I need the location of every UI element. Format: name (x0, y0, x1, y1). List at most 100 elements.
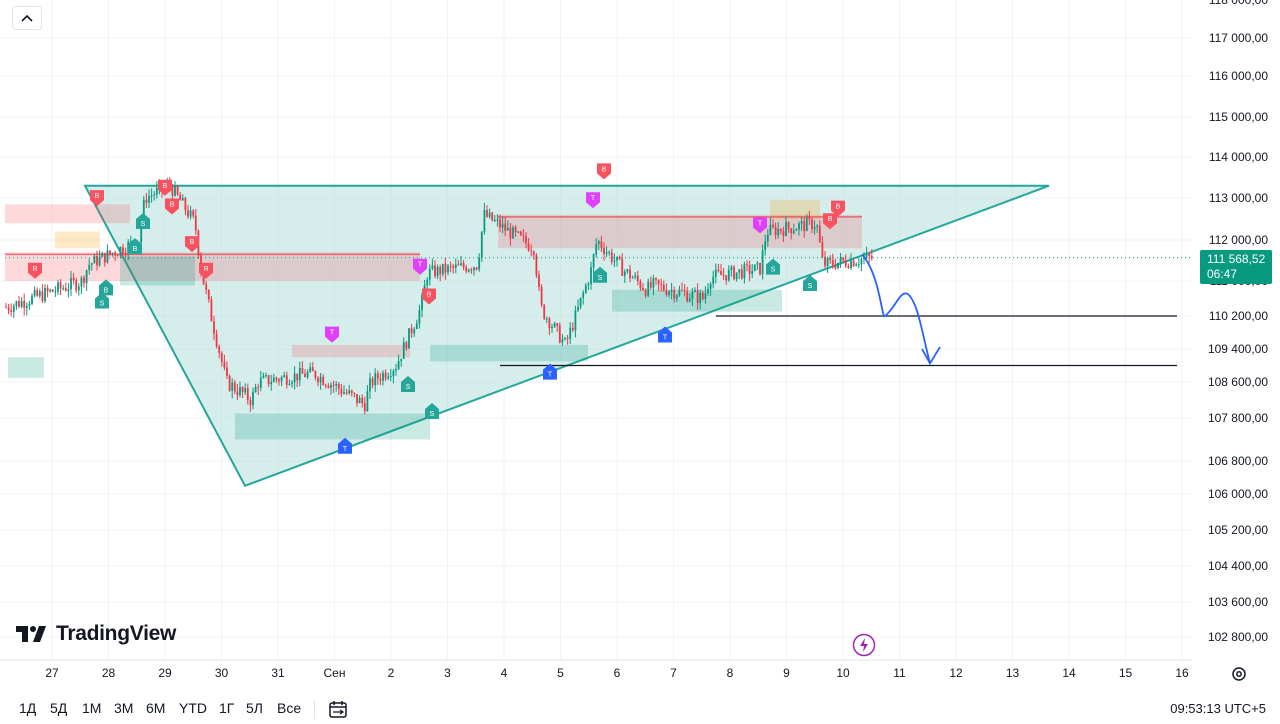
marker-shape (597, 163, 611, 180)
lightning-icon[interactable] (852, 633, 876, 662)
candle-body (501, 223, 504, 228)
candle-body (460, 263, 462, 266)
candle-body (23, 300, 26, 308)
candle-body (283, 375, 286, 378)
candle-body (363, 403, 366, 412)
marker-label: B (163, 183, 168, 190)
date-tick-label: 13 (1006, 666, 1020, 680)
candle-body (59, 282, 62, 289)
candle-body (10, 310, 13, 312)
candle-body (174, 186, 176, 196)
candle-body (98, 256, 101, 266)
candle-body (600, 241, 603, 249)
candle-body (613, 260, 616, 262)
candle-body (426, 279, 429, 286)
bottom-toolbar: 1Д 5Д 1М 3М 6М YTD 1Г 5Л Все 09:53:13 UT… (0, 697, 1280, 720)
timeframe-3m-button[interactable]: 3М (114, 700, 134, 716)
candle-body (330, 384, 332, 388)
candle-body (475, 267, 478, 270)
date-tick-label: 4 (501, 666, 508, 680)
go-to-date-button[interactable] (327, 699, 349, 724)
projection-arrow (861, 253, 931, 364)
candle-body (813, 227, 816, 230)
candle-body (220, 352, 223, 362)
candle-body (96, 256, 98, 266)
candle-body (725, 275, 728, 281)
candle-body (597, 241, 600, 244)
marker-label: S (771, 267, 776, 274)
trend-signal-marker: T (753, 217, 767, 234)
candle-body (675, 295, 678, 299)
candle-body (444, 263, 447, 273)
marker-shape (185, 236, 199, 253)
candle-body (631, 277, 634, 279)
timeframe-6m-button[interactable]: 6М (146, 700, 166, 716)
candle-body (847, 266, 850, 268)
current-price-value: 111 568,52 (1207, 252, 1266, 266)
candle-body (244, 388, 247, 393)
candle-body (213, 321, 215, 334)
marker-label: T (548, 372, 553, 379)
timeframe-5d-button[interactable]: 5Д (50, 700, 68, 716)
candle-body (826, 258, 829, 266)
marker-label: S (406, 384, 411, 391)
marker-label: T (330, 330, 335, 337)
collapse-button[interactable] (12, 6, 42, 30)
candle-body (298, 367, 301, 381)
candle-body (124, 253, 127, 255)
clock[interactable]: 09:53:13 UTC+5 (1170, 701, 1266, 716)
candle-body (236, 391, 239, 396)
candle-body (262, 375, 265, 378)
trend-signal-marker: T (586, 192, 600, 209)
candle-body (844, 260, 847, 267)
candle-body (665, 290, 668, 295)
marker-shape (658, 326, 672, 343)
candle-body (356, 394, 358, 404)
price-tick-label: 106 000,00 (1208, 487, 1268, 501)
timeframe-1m-button[interactable]: 1М (82, 700, 102, 716)
supply-zone (292, 344, 410, 358)
candle-body (311, 367, 314, 372)
candle-body (584, 285, 587, 293)
candle-body (644, 289, 647, 296)
candle-body (337, 383, 340, 389)
candle-body (431, 265, 434, 269)
candle-body (41, 291, 44, 302)
candle-body (730, 266, 733, 270)
candle-body (571, 327, 574, 331)
candle-body (457, 264, 460, 266)
candle-body (743, 264, 746, 279)
timeframe-ytd-button[interactable]: YTD (179, 700, 207, 716)
candle-body (322, 376, 325, 385)
candle-body (670, 289, 673, 292)
candle-body (114, 252, 117, 256)
candle-body (691, 291, 694, 299)
timeframe-1y-button[interactable]: 1Г (219, 700, 235, 716)
candle-body (379, 378, 382, 381)
candle-body (569, 327, 572, 339)
sell-signal-marker: R (28, 262, 42, 279)
candle-body (756, 262, 759, 265)
candle-body (499, 219, 501, 228)
candle-body (88, 264, 91, 271)
timeframe-1d-button[interactable]: 1Д (19, 700, 37, 716)
projection-arrowhead (921, 346, 941, 366)
candle-body (179, 194, 182, 201)
axis-settings-button[interactable] (1230, 665, 1248, 688)
candle-body (280, 377, 283, 382)
candle-body (688, 298, 691, 302)
candle-body (579, 297, 582, 307)
timeframe-all-button[interactable]: Все (277, 700, 302, 716)
buy-signal-marker: B (99, 279, 113, 296)
tradingview-logo[interactable]: TradingView (16, 622, 176, 646)
candle-body (795, 229, 798, 231)
date-tick-label: 11 (893, 666, 906, 680)
timeframe-5y-button[interactable]: 5Л (246, 700, 263, 716)
marker-label: S (808, 283, 813, 290)
candle-body (829, 258, 832, 260)
candle-body (608, 252, 611, 254)
demand-zone (8, 357, 44, 378)
candle-body (194, 215, 197, 231)
date-tick-label: 15 (1119, 666, 1133, 680)
